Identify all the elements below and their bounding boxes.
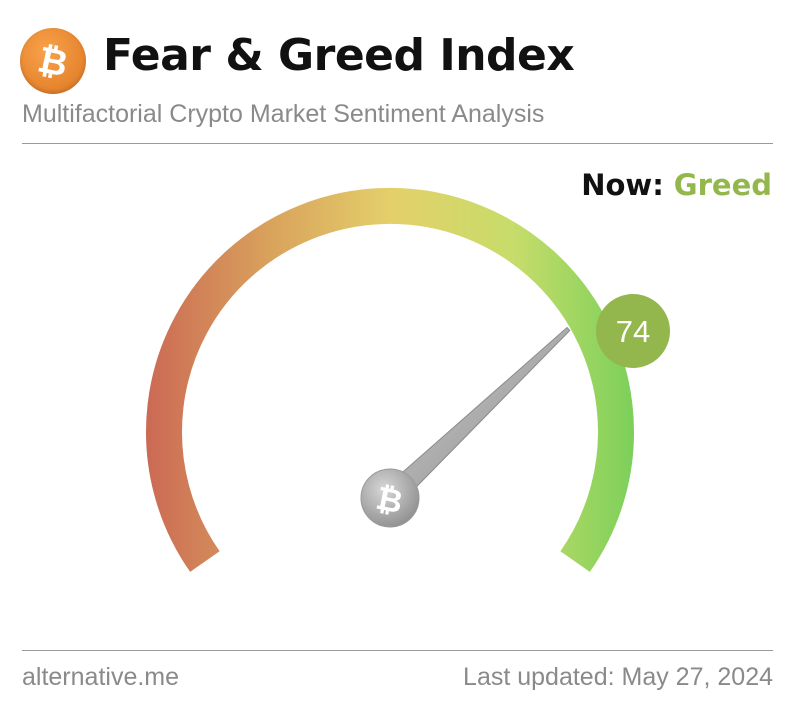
- bitcoin-logo-icon: ₿: [20, 28, 86, 94]
- now-label: Now:: [581, 168, 664, 202]
- source-link[interactable]: alternative.me: [22, 663, 180, 691]
- gauge-value-badge: 74: [596, 294, 670, 368]
- now-value: Greed: [673, 168, 772, 202]
- gauge-hub: ₿: [360, 468, 420, 528]
- page-subtitle: Multifactorial Crypto Market Sentiment A…: [22, 100, 545, 128]
- footer-divider: [22, 650, 773, 651]
- current-sentiment: Now: Greed: [581, 168, 772, 202]
- page-title: Fear & Greed Index: [103, 30, 575, 81]
- gauge-value: 74: [616, 314, 650, 349]
- bitcoin-icon: ₿: [34, 39, 71, 85]
- header-divider: [22, 143, 773, 144]
- last-updated: Last updated: May 27, 2024: [463, 663, 773, 691]
- gauge-arc: [146, 188, 634, 572]
